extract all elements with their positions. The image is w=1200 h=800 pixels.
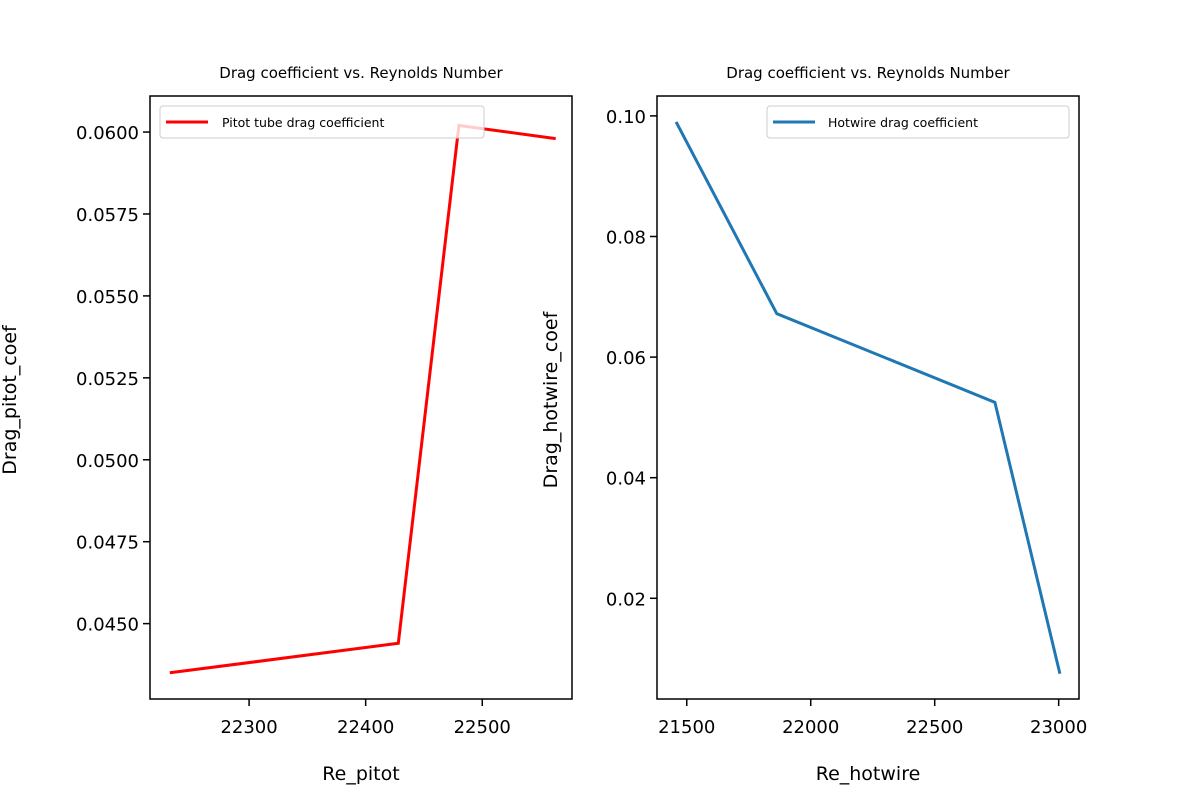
ticks-layer: 22300 22400 22500 0.0450 0.0475 0.0500 0.0525 0… xyxy=(76,123,511,738)
data-point xyxy=(168,671,171,674)
series-line-0 xyxy=(169,123,556,675)
y-axis-label: Drag_hotwire_coef xyxy=(540,310,562,488)
hotwire-chart: Drag coefficient vs. Reynolds Number 215… xyxy=(540,64,1087,785)
y-tick-label: 0.06 xyxy=(606,348,646,369)
y-axis-label: Drag_pitot_coef xyxy=(0,324,21,475)
x-tick-label: 21500 xyxy=(658,717,715,738)
x-axis-label: Re_hotwire xyxy=(816,763,921,785)
y-tick-label: 0.0475 xyxy=(76,533,139,554)
ticks-layer: 21500 22000 22500 23000 0.02 0.04 0.06 0.08 0.10 xyxy=(606,107,1087,738)
y-tick-label: 0.0600 xyxy=(76,123,139,144)
x-axis-label: Re_pitot xyxy=(322,763,399,785)
data-point xyxy=(1058,672,1061,675)
data-point xyxy=(675,120,678,123)
data-point xyxy=(397,642,400,645)
x-tick-label: 22300 xyxy=(220,717,277,738)
axes-frame xyxy=(149,95,573,700)
y-tick-label: 0.0525 xyxy=(76,369,139,390)
data-point xyxy=(775,312,778,315)
data-point xyxy=(993,401,996,404)
pitot-chart: Drag coefficient vs. Reynolds Number 223… xyxy=(0,64,573,785)
x-tick-label: 22000 xyxy=(782,717,839,738)
y-tick-label: 0.08 xyxy=(606,227,646,248)
legend-label: Hotwire drag coefficient xyxy=(828,115,978,130)
legend-box xyxy=(159,105,485,139)
y-tick-label: 0.10 xyxy=(606,107,646,128)
legend-box xyxy=(766,105,1070,139)
data-point xyxy=(554,137,557,140)
x-tick-label: 22400 xyxy=(337,717,394,738)
x-tick-label: 22500 xyxy=(454,717,511,738)
y-tick-label: 0.0575 xyxy=(76,205,139,226)
series-layer xyxy=(674,120,1062,675)
y-tick-label: 0.02 xyxy=(606,589,646,610)
x-tick-label: 22500 xyxy=(906,717,963,738)
series-line-0 xyxy=(674,121,1062,675)
legend: Pitot tube drag coefficient xyxy=(159,105,485,139)
chart-title: Drag coefficient vs. Reynolds Number xyxy=(219,64,503,82)
y-tick-label: 0.04 xyxy=(606,469,646,490)
chart-title: Drag coefficient vs. Reynolds Number xyxy=(726,64,1010,82)
x-tick-label: 23000 xyxy=(1030,717,1087,738)
y-tick-label: 0.0550 xyxy=(76,287,139,308)
axes-frame xyxy=(656,95,1080,700)
legend: Hotwire drag coefficient xyxy=(766,105,1070,139)
series-layer xyxy=(168,123,557,675)
legend-label: Pitot tube drag coefficient xyxy=(222,115,384,130)
y-tick-label: 0.0450 xyxy=(76,615,139,636)
y-tick-label: 0.0500 xyxy=(76,451,139,472)
